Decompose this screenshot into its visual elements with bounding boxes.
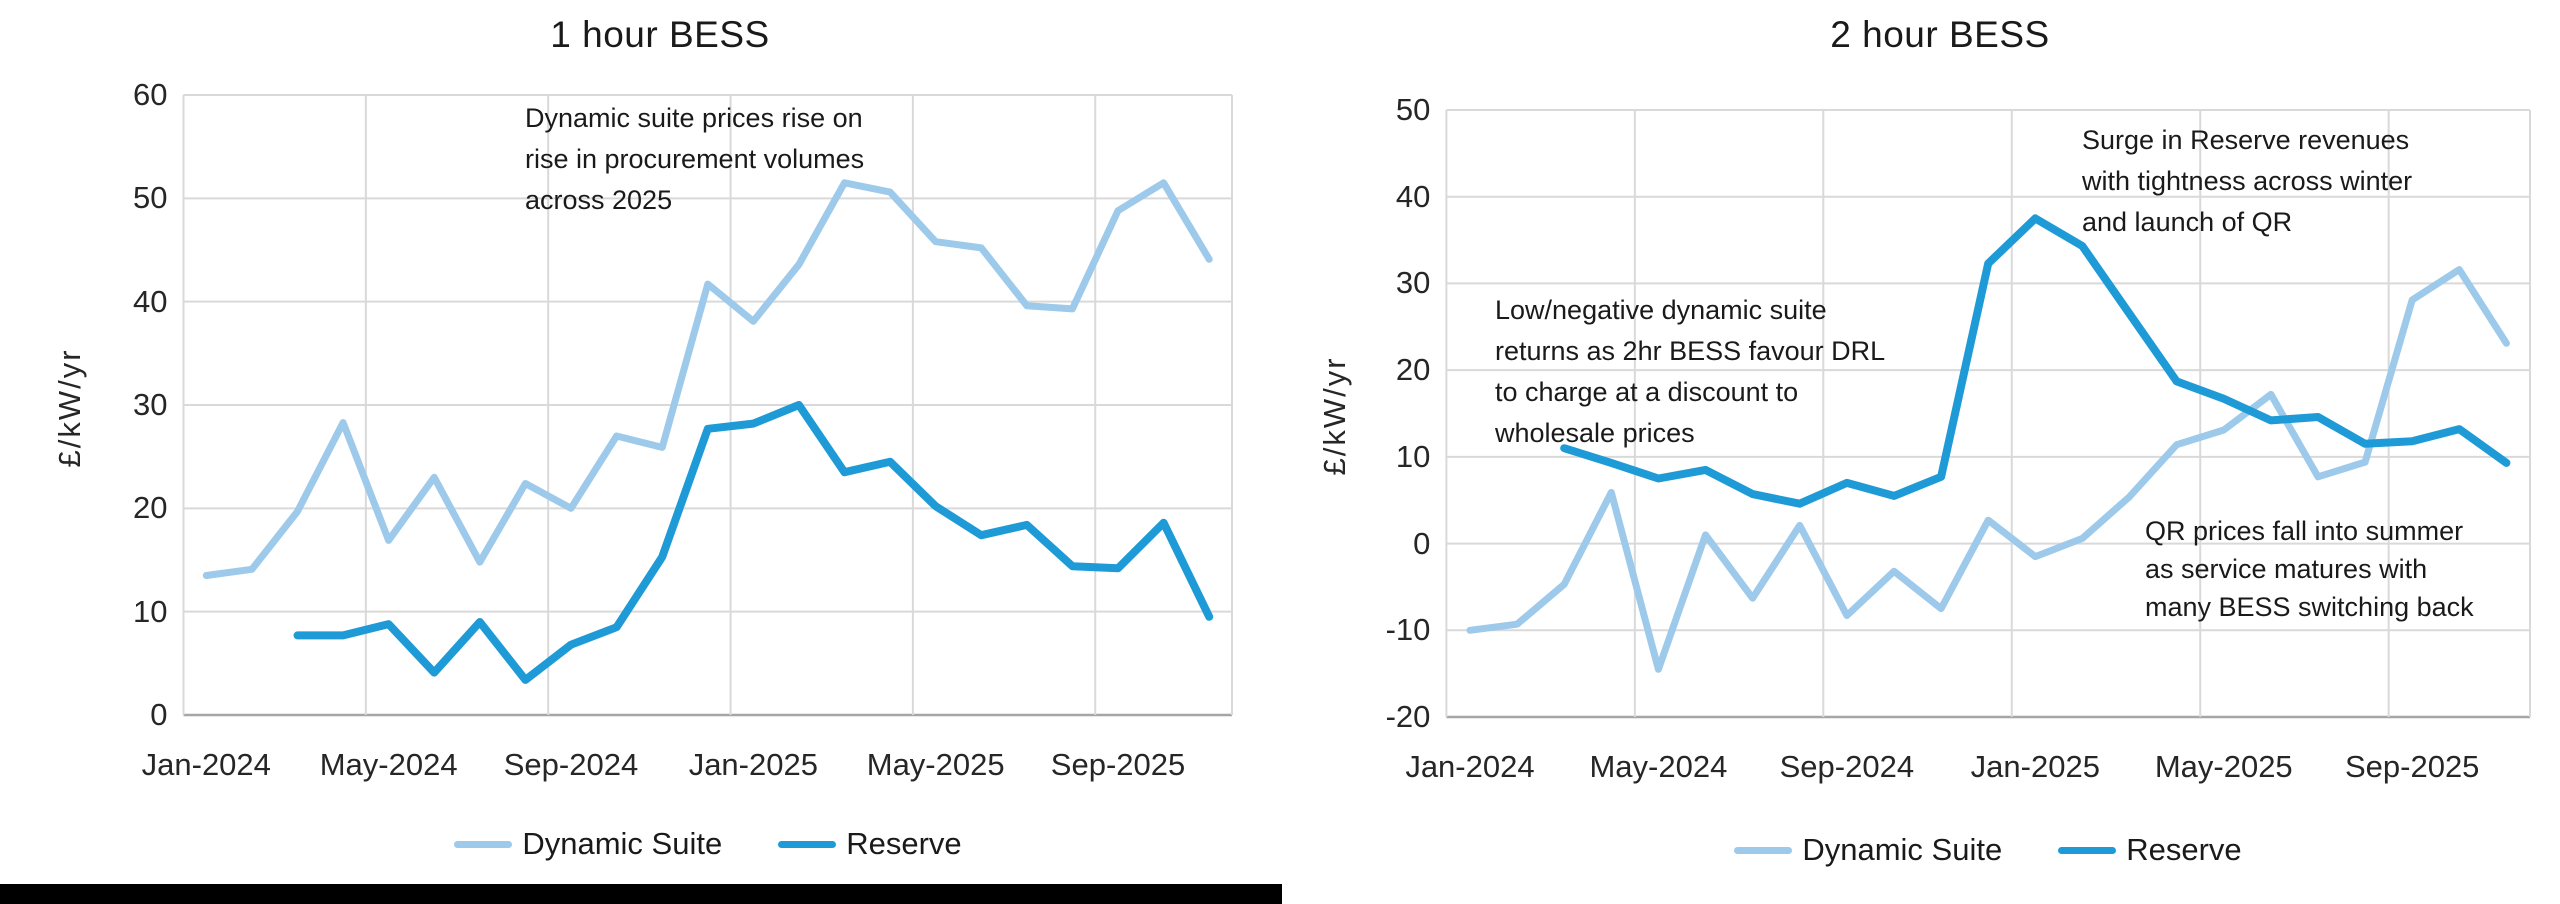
y-tick-label: 10 <box>133 593 168 629</box>
x-tick-label: Jan-2024 <box>141 747 271 782</box>
legend-item-dynamic-suite: Dynamic Suite <box>454 826 722 862</box>
x-tick-label: Sep-2025 <box>2344 749 2480 784</box>
legend-label: Dynamic Suite <box>522 826 723 861</box>
x-tick-label: Sep-2024 <box>503 747 639 782</box>
reserve-line-swatch <box>778 840 837 848</box>
y-tick-label: -20 <box>1385 699 1431 734</box>
y-tick-label: 20 <box>1395 352 1431 388</box>
x-tick-label: May-2025 <box>2154 749 2293 784</box>
reserve-line-1hr <box>293 401 1214 684</box>
x-tick-label: Sep-2024 <box>1779 749 1915 784</box>
y-tick-label: 50 <box>133 180 168 216</box>
legend-item-reserve: Reserve <box>2058 832 2242 868</box>
legend-item-dynamic-suite: Dynamic Suite <box>1734 832 2002 868</box>
bottom-border-bar <box>0 884 1282 904</box>
legend-label: Dynamic Suite <box>1802 832 2003 867</box>
y-tick-label: 40 <box>1395 178 1431 214</box>
dynamic-suite-line-2hr <box>1466 266 2510 673</box>
x-tick-label: Jan-2025 <box>1970 749 2100 784</box>
x-tick-label: May-2024 <box>1589 749 1728 784</box>
x-tick-label: Sep-2025 <box>1050 747 1186 782</box>
y-tick-label: 60 <box>133 77 168 112</box>
y-tick-label: 40 <box>133 283 168 319</box>
annotation-qr-fall: QR prices fall into summer as service ma… <box>2145 516 2474 622</box>
chart-title-1hr: 1 hour BESS <box>550 14 770 55</box>
y-tick-label: 0 <box>1413 525 1431 561</box>
x-tick-label: Jan-2024 <box>1405 749 1535 784</box>
legend-right: Dynamic Suite Reserve <box>1446 830 2530 870</box>
y-axis-label-left: £/kW/yr <box>52 348 87 468</box>
x-tick-label: May-2025 <box>866 747 1005 782</box>
dynamic-suite-line-swatch <box>454 840 513 848</box>
y-tick-label: 30 <box>133 387 168 422</box>
y-tick-label: 20 <box>133 490 168 526</box>
y-axis-label-right: £/kW/yr <box>1317 356 1352 476</box>
y-tick-label: -10 <box>1385 612 1431 648</box>
x-tick-label: Jan-2025 <box>688 747 818 782</box>
reserve-line-2hr <box>1560 214 2511 508</box>
y-tick-label: 10 <box>1395 438 1431 474</box>
legend-label: Reserve <box>2126 832 2242 867</box>
x-tick-label: May-2024 <box>319 747 458 782</box>
legend-item-reserve: Reserve <box>778 826 962 862</box>
legend-label: Reserve <box>846 826 962 861</box>
annotation-dynamic-rise: Dynamic suite prices rise on rise in pro… <box>525 103 865 215</box>
annotation-surge-reserve: Surge in Reserve revenues with tightness… <box>2082 125 2413 237</box>
y-tick-label: 0 <box>150 697 168 732</box>
reserve-line-swatch <box>2058 846 2117 854</box>
dynamic-suite-line-1hr <box>202 179 1213 579</box>
legend-left: Dynamic Suite Reserve <box>183 824 1233 864</box>
annotation-low-negative: Low/negative dynamic suite returns as 2h… <box>1495 295 1886 448</box>
y-tick-label: 30 <box>1395 265 1431 301</box>
y-tick-label: 50 <box>1395 92 1431 127</box>
chart-title-2hr: 2 hour BESS <box>1830 14 2050 55</box>
dynamic-suite-line-swatch <box>1734 846 1793 854</box>
